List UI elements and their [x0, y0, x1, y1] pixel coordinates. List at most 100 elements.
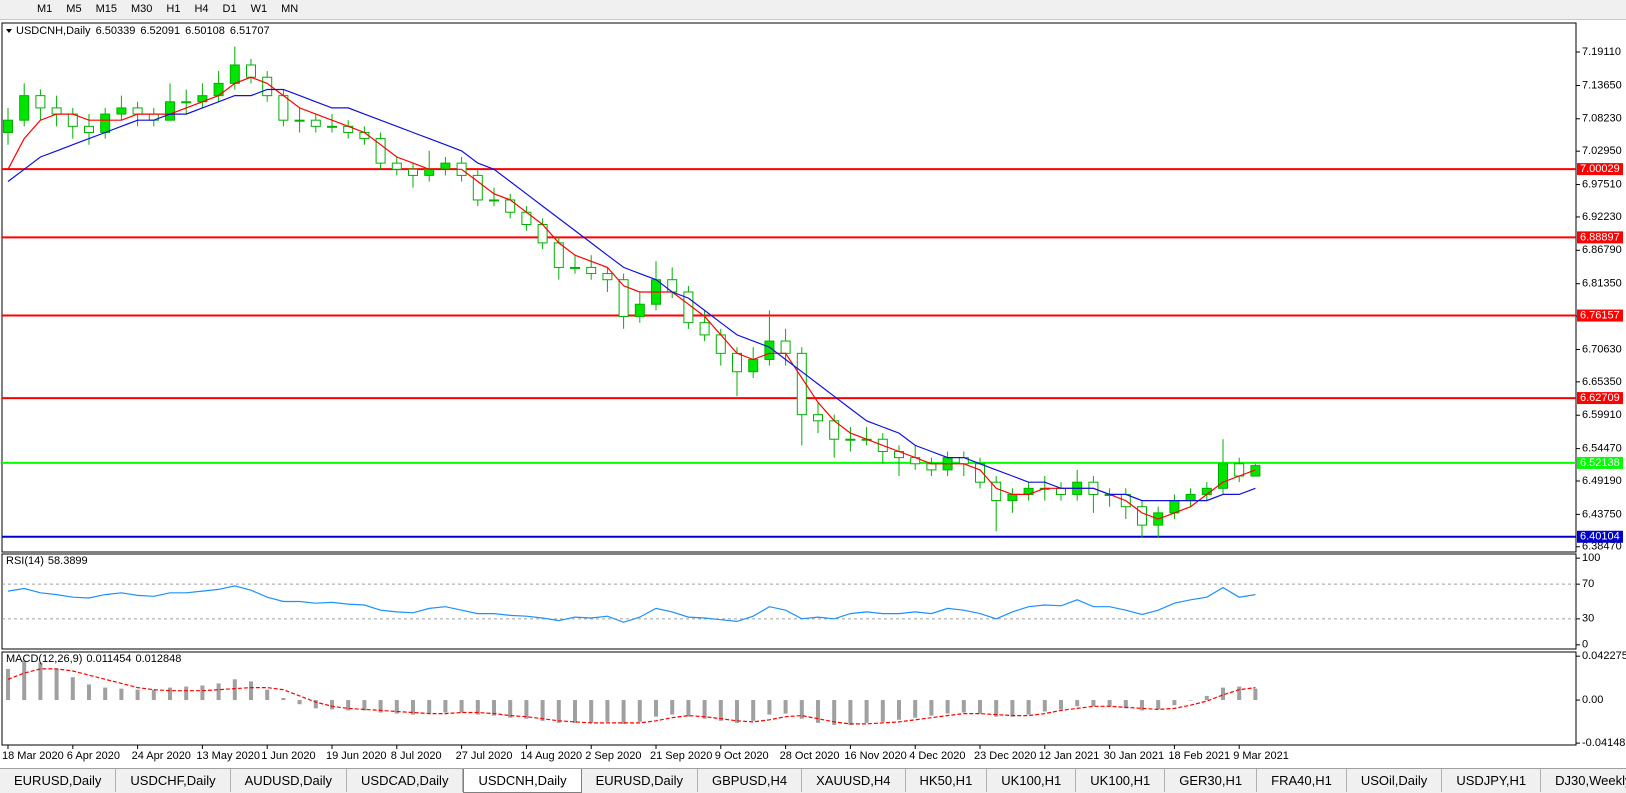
- macd-bar: [1204, 695, 1209, 701]
- symbol-tab[interactable]: USDCAD,Daily: [347, 769, 464, 792]
- menu-arrow: [6, 29, 12, 33]
- candle-body: [310, 119, 321, 127]
- macd-bar: [864, 700, 869, 723]
- macd-bar: [783, 700, 788, 714]
- y-tick-label: 0.042275: [1582, 650, 1626, 662]
- candle-body: [570, 266, 580, 269]
- indicator-title: MACD(12,26,9): [6, 653, 82, 665]
- macd-bar: [297, 700, 302, 705]
- macd-bar: [1059, 700, 1063, 710]
- symbol-tab[interactable]: EURUSD,Daily: [582, 769, 698, 792]
- macd-bar: [346, 700, 351, 711]
- symbol-tab[interactable]: GBPUSD,H4: [698, 769, 803, 792]
- candle-body: [926, 463, 937, 471]
- y-tick-label: 6.38470: [1582, 541, 1622, 553]
- indicator-header: MACD(12,26,9) 0.011454 0.012848: [6, 653, 181, 665]
- y-tick-label: 6.54470: [1582, 443, 1622, 455]
- macd-bar: [686, 700, 691, 717]
- candle-body: [1218, 463, 1228, 489]
- candle-body: [3, 119, 13, 133]
- symbol-tab[interactable]: AUDUSD,Daily: [231, 769, 348, 792]
- symbol-tab[interactable]: HK50,H1: [906, 769, 988, 792]
- y-tick-label: 30: [1582, 613, 1594, 625]
- main-panel: [1, 22, 1577, 553]
- timeframe-button[interactable]: M15: [95, 3, 117, 15]
- macd-bar: [799, 700, 804, 719]
- macd-bar: [1156, 700, 1161, 710]
- y-tick-label: 6.49190: [1582, 475, 1622, 487]
- ohlc-value: 6.52091: [140, 25, 180, 37]
- macd-bar: [556, 700, 561, 723]
- candle-body: [780, 340, 791, 354]
- macd-bar: [492, 700, 496, 716]
- symbol-tab[interactable]: UK100,H1: [987, 769, 1077, 792]
- macd-bar: [880, 700, 885, 722]
- candle-body: [246, 64, 256, 78]
- symbol-tab[interactable]: USDJPY,H1: [1442, 769, 1542, 792]
- macd-bar: [508, 700, 513, 718]
- macd-bar: [540, 700, 545, 721]
- timeframe-button[interactable]: D1: [222, 3, 237, 15]
- candle-body: [553, 242, 564, 268]
- level-label: 6.62709: [1580, 392, 1620, 404]
- macd-bar: [945, 700, 950, 714]
- ohlc-value: 6.51707: [230, 25, 270, 37]
- macd-bar: [1140, 700, 1144, 711]
- y-tick-label: 7.19110: [1582, 46, 1621, 58]
- x-tick-label: 2 Sep 2020: [585, 750, 641, 762]
- symbol-tab[interactable]: GER30,H1: [1165, 769, 1258, 792]
- x-tick-label: 18 Mar 2020: [2, 750, 64, 762]
- candle-body: [796, 352, 807, 416]
- timeframe-button[interactable]: M1: [37, 3, 53, 15]
- indicator-value: 58.3899: [48, 555, 88, 567]
- candle-body: [375, 138, 386, 164]
- level-label-box: [1577, 231, 1623, 244]
- macd-bar: [621, 700, 626, 724]
- symbol-tab[interactable]: USDCNH,Daily: [463, 769, 582, 793]
- macd-bar: [1237, 686, 1242, 701]
- macd-bar: [961, 700, 966, 713]
- macd-bar: [184, 686, 189, 701]
- symbol-tab[interactable]: USOil,Daily: [1347, 769, 1443, 792]
- timeframe-button[interactable]: H1: [166, 3, 181, 15]
- timeframe-button[interactable]: MN: [281, 3, 299, 15]
- macd-bar: [702, 700, 707, 719]
- macd-bar: [751, 700, 756, 721]
- candle-body: [472, 174, 483, 201]
- x-tick-label: 9 Mar 2021: [1233, 750, 1289, 762]
- indicator-value: 0.012848: [136, 653, 182, 665]
- macd-panel: [1, 651, 1577, 746]
- macd-bar: [1010, 700, 1015, 717]
- candle-body: [181, 101, 192, 104]
- macd-bar: [265, 689, 270, 701]
- macd-bar: [427, 700, 432, 714]
- candle-body: [327, 125, 337, 128]
- candle-body: [618, 279, 629, 318]
- symbol-tab[interactable]: XAUUSD,H4: [802, 769, 906, 792]
- macd-bar: [249, 681, 253, 701]
- candle-body: [408, 168, 418, 176]
- macd-bar: [281, 697, 286, 701]
- candle-body: [294, 119, 305, 122]
- timeframe-button[interactable]: H4: [194, 3, 209, 15]
- symbol-tab[interactable]: EURUSD,Daily: [0, 769, 117, 792]
- ohlc-value: 6.50339: [96, 25, 136, 37]
- timeframe-button[interactable]: M30: [130, 3, 153, 15]
- macd-bar: [654, 700, 658, 717]
- symbol-tab[interactable]: UK100,H1: [1076, 769, 1166, 792]
- symbol-tab[interactable]: USDCHF,Daily: [116, 769, 231, 792]
- macd-bar: [22, 660, 27, 701]
- x-tick-label: 24 Apr 2020: [132, 750, 191, 762]
- macd-bar: [70, 677, 75, 701]
- macd-bar: [443, 700, 448, 713]
- timeframe-button[interactable]: W1: [250, 3, 268, 15]
- symbol-tab[interactable]: DJ30,Weekly: [1541, 769, 1626, 792]
- y-tick-label: -0.04148: [1582, 737, 1625, 749]
- macd-bar: [1075, 700, 1080, 707]
- macd-bar: [897, 700, 901, 720]
- macd-bar: [38, 662, 43, 701]
- candle-body: [699, 322, 710, 336]
- timeframe-button[interactable]: M5: [66, 3, 82, 15]
- moving-average: [7, 88, 1256, 502]
- symbol-tab[interactable]: FRA40,H1: [1257, 769, 1347, 792]
